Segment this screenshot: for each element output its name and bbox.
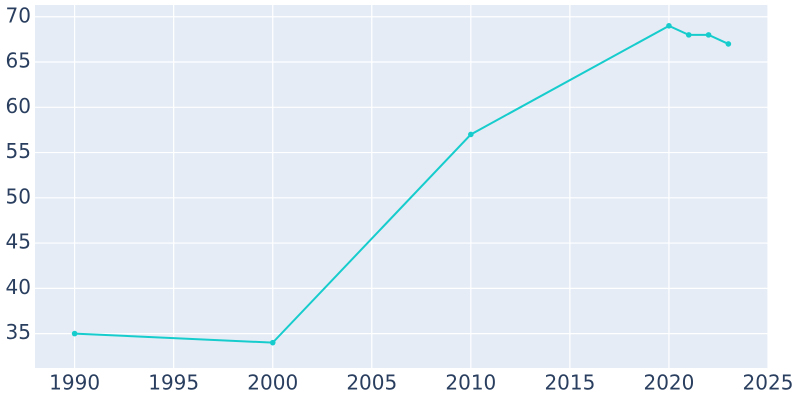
x-tick-label: 2025 [743, 371, 794, 395]
x-tick-label: 2020 [643, 371, 694, 395]
data-point [725, 41, 732, 47]
data-point [685, 32, 692, 38]
x-tick-label: 2005 [346, 371, 397, 395]
y-tick-label: 45 [6, 230, 31, 254]
data-point [705, 32, 712, 38]
data-point [666, 23, 672, 29]
x-tick-label: 2000 [247, 371, 298, 395]
plot-area [35, 5, 768, 368]
x-tick-label: 1990 [49, 371, 100, 395]
y-tick-label: 50 [6, 184, 31, 208]
x-tick-label: 1995 [148, 371, 199, 395]
y-tick-label: 65 [6, 49, 31, 73]
y-tick-label: 40 [6, 275, 31, 299]
x-tick-label: 2010 [445, 371, 496, 395]
y-tick-label: 35 [6, 320, 31, 344]
x-tick-label: 2015 [544, 371, 595, 395]
y-tick-label: 70 [6, 3, 31, 27]
data-point [269, 339, 276, 346]
data-point [468, 131, 474, 138]
y-tick-label: 55 [6, 139, 31, 163]
y-tick-label: 60 [6, 94, 31, 118]
data-point [71, 330, 78, 337]
